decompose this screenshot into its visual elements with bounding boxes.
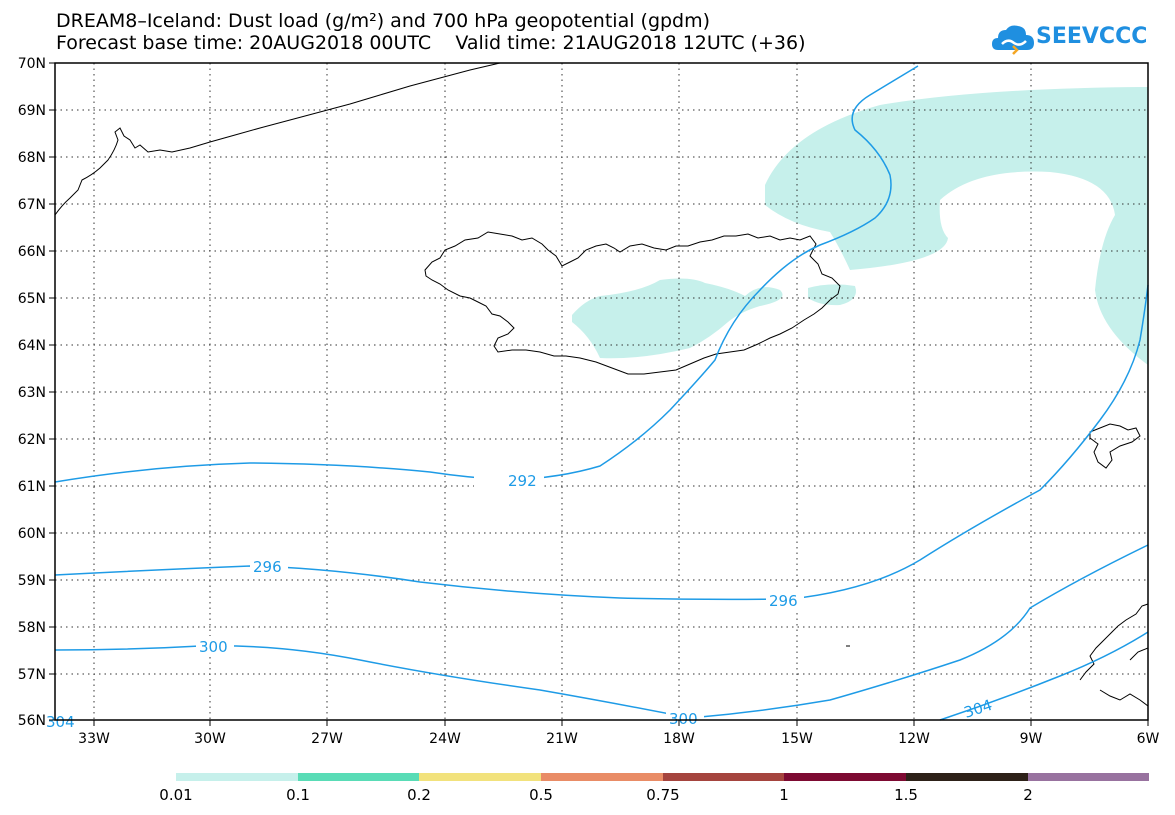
lat-label-58n: 58N [18, 620, 46, 636]
gridlines [55, 63, 1148, 720]
lat-label-66n: 66N [18, 244, 46, 260]
lat-label-70n: 70N [18, 56, 46, 72]
lon-label-15w: 15W [781, 731, 813, 747]
lon-label-27w: 27W [311, 731, 343, 747]
colorbar-label-0-75: 0.75 [646, 786, 679, 804]
contour-label-304-west: 304 [46, 713, 75, 731]
contour-label-296-west: 296 [253, 558, 282, 576]
lat-label-60n: 60N [18, 526, 46, 542]
seevccc-logo: SEEVCCC [990, 18, 1160, 60]
contour-labels: 292 296 296 300 300 304 304 [46, 470, 994, 731]
tick-marks [49, 62, 1149, 726]
colorbar-segment-5 [663, 773, 784, 781]
title-line-2: Forecast base time: 20AUG2018 00UTC Vali… [56, 32, 806, 54]
lon-label-30w: 30W [194, 731, 226, 747]
dust-area-iceland [572, 278, 783, 359]
colorbar-segment-3 [419, 773, 541, 781]
contour-292 [54, 65, 919, 483]
colorbar-segment-7 [906, 773, 1028, 781]
colorbar-label-0-5: 0.5 [529, 786, 553, 804]
lon-label-9w: 9W [1020, 731, 1043, 747]
logo-text: SEEVCCC [1036, 24, 1148, 49]
iceland-coast [424, 231, 841, 375]
colorbar-segment-2 [298, 773, 419, 781]
lon-label-24w: 24W [429, 731, 461, 747]
faroe-islands [1089, 423, 1141, 469]
contour-label-292: 292 [508, 472, 537, 490]
lat-label-62n: 62N [18, 432, 46, 448]
lat-label-64n: 64N [18, 338, 46, 354]
lon-label-33w: 33W [78, 731, 110, 747]
longitude-labels: 33W 30W 27W 24W 21W 18W 15W 12W 9W 6W [78, 731, 1159, 747]
colorbar-label-0-2: 0.2 [407, 786, 431, 804]
colorbar-segment-4 [541, 773, 663, 781]
dust-areas [572, 87, 1148, 365]
title-line-1: DREAM8–Iceland: Dust load (g/m²) and 700… [56, 10, 711, 32]
scotland-coast [1079, 603, 1149, 707]
colorbar [176, 773, 1149, 781]
dust-area-iceland-east [808, 284, 856, 306]
greenland-coast [54, 62, 501, 216]
lat-label-59n: 59N [18, 573, 46, 589]
colorbar-segment-1 [176, 773, 298, 781]
colorbar-segment-8 [1028, 773, 1149, 781]
lat-label-67n: 67N [18, 197, 46, 213]
lon-label-12w: 12W [898, 731, 930, 747]
colorbar-label-0-1: 0.1 [286, 786, 310, 804]
lat-label-65n: 65N [18, 291, 46, 307]
lon-label-21w: 21W [546, 731, 578, 747]
cloud-logo-icon [992, 25, 1034, 55]
lat-label-63n: 63N [18, 385, 46, 401]
contour-label-304-east: 304 [962, 696, 995, 722]
contour-label-296-east: 296 [769, 592, 798, 610]
colorbar-label-2: 2 [1023, 786, 1033, 804]
colorbar-label-0-01: 0.01 [159, 786, 192, 804]
contour-label-300-east: 300 [669, 710, 698, 728]
contour-300 [54, 544, 1149, 719]
lat-label-61n: 61N [18, 479, 46, 495]
lat-label-68n: 68N [18, 150, 46, 166]
dust-area-northeast [765, 87, 1148, 365]
colorbar-label-1-5: 1.5 [894, 786, 918, 804]
colorbar-label-1: 1 [779, 786, 789, 804]
latitude-labels: 70N 69N 68N 67N 66N 65N 64N 63N 62N 61N … [18, 56, 46, 729]
contour-304 [939, 631, 1149, 721]
lon-label-6w: 6W [1137, 731, 1160, 747]
lat-label-69n: 69N [18, 103, 46, 119]
coastlines [54, 62, 1149, 707]
colorbar-labels: 0.01 0.1 0.2 0.5 0.75 1 1.5 2 [159, 786, 1032, 804]
lon-label-18w: 18W [663, 731, 695, 747]
lat-label-56n: 56N [18, 713, 46, 729]
lat-label-57n: 57N [18, 667, 46, 683]
colorbar-segment-6 [784, 773, 906, 781]
contour-label-300-west: 300 [199, 638, 228, 656]
